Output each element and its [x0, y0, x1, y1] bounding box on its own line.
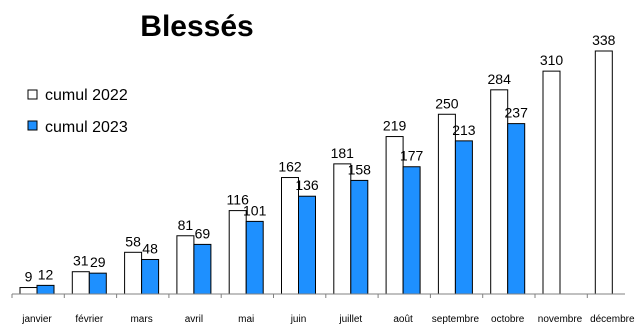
data-label: 12 — [38, 266, 54, 282]
legend-swatch-2023 — [27, 120, 38, 131]
x-axis-ticks: janvier février mars avril mai juin juillet aoû… — [11, 294, 635, 324]
data-label: 48 — [142, 240, 158, 256]
bars — [19, 50, 613, 295]
bar-2023-août — [402, 166, 421, 295]
x-tick-label: juin — [290, 314, 307, 324]
x-tick-label: juillet — [338, 314, 362, 324]
bar-2023-juin — [298, 195, 316, 295]
data-label: 81 — [178, 217, 194, 233]
bar-2023-février — [88, 272, 107, 295]
data-label: 219 — [383, 118, 407, 134]
legend-label-2023: cumul 2023 — [45, 119, 128, 136]
x-tick-label: octobre — [491, 314, 525, 324]
chart-title: Blessés — [140, 10, 253, 43]
x-tick-label: décembre — [590, 314, 635, 324]
data-label: 116 — [227, 192, 250, 208]
x-tick-label: février — [75, 314, 103, 324]
data-label: 237 — [505, 105, 529, 121]
bar-2022-septembre — [437, 113, 456, 295]
bar-2023-juillet — [350, 179, 369, 295]
bar-2023-octobre — [507, 123, 526, 295]
bar-2022-janvier — [19, 287, 38, 295]
legend-swatch-2022 — [27, 89, 38, 100]
bar-2022-décembre — [594, 50, 613, 295]
bar-2022-novembre — [542, 70, 561, 295]
data-label: 136 — [295, 177, 319, 193]
x-tick-label: mai — [238, 314, 254, 324]
legend-label-2022: cumul 2022 — [45, 87, 128, 104]
data-label: 29 — [90, 254, 106, 270]
data-label: 250 — [435, 95, 459, 111]
data-label: 181 — [331, 145, 355, 161]
data-label: 101 — [243, 202, 267, 218]
legend: cumul 2022 cumul 2023 — [27, 87, 128, 136]
x-tick-label: avril — [185, 314, 203, 324]
bar-2022-juillet — [333, 163, 352, 295]
data-label: 284 — [488, 71, 512, 87]
data-label: 58 — [125, 233, 141, 249]
x-tick-label: septembre — [432, 314, 480, 324]
bar-2023-mai — [245, 220, 264, 295]
data-label: 69 — [195, 225, 211, 241]
bar-2022-avril — [176, 235, 195, 295]
bar-2022-mai — [228, 210, 247, 295]
x-tick-label: novembre — [538, 314, 583, 324]
data-label: 213 — [452, 122, 476, 138]
bar-2023-avril — [193, 243, 212, 295]
x-tick-label: août — [393, 314, 413, 324]
bar-2023-septembre — [454, 140, 473, 295]
bar-2022-février — [71, 271, 90, 295]
data-label: 338 — [592, 32, 616, 48]
bar-2023-mars — [141, 258, 160, 295]
bar-2022-juin — [281, 177, 299, 295]
bar-2022-mars — [124, 251, 143, 295]
data-label: 162 — [278, 159, 302, 175]
data-label: 31 — [73, 253, 89, 269]
data-label: 9 — [25, 269, 33, 285]
x-tick-label: janvier — [21, 314, 52, 324]
data-label: 177 — [400, 148, 424, 164]
data-label: 158 — [348, 161, 372, 177]
x-tick-label: mars — [130, 314, 152, 324]
bar-2023-janvier — [36, 284, 55, 295]
data-label: 310 — [540, 52, 564, 68]
